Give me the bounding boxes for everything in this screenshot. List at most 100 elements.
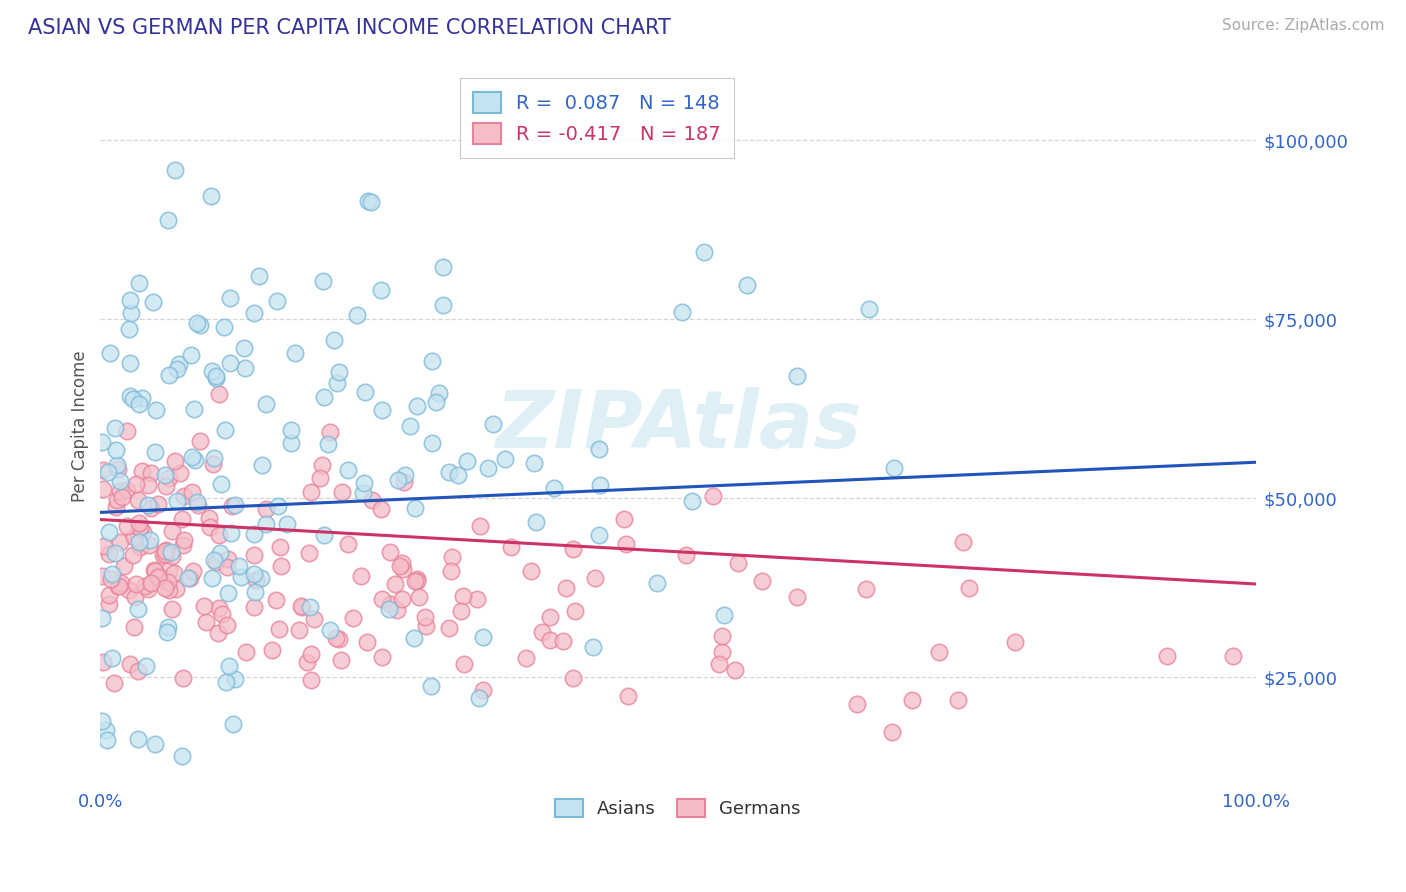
- Point: [187, 498, 209, 512]
- Point: [221, 499, 243, 513]
- Point: [222, 717, 245, 731]
- Point: [115, 424, 138, 438]
- Point: [786, 369, 808, 384]
- Point: [221, 526, 243, 541]
- Point: [319, 623, 342, 637]
- Point: [91, 714, 114, 728]
- Point: [127, 664, 149, 678]
- Point: [129, 521, 152, 535]
- Point: [751, 574, 773, 588]
- Point: [588, 442, 610, 456]
- Point: [120, 389, 142, 403]
- Point: [155, 468, 177, 483]
- Point: [481, 417, 503, 432]
- Point: [217, 585, 239, 599]
- Point: [202, 458, 225, 472]
- Point: [613, 512, 636, 526]
- Point: [170, 749, 193, 764]
- Point: [378, 597, 401, 611]
- Point: [378, 601, 401, 615]
- Point: [370, 592, 392, 607]
- Point: [115, 519, 138, 533]
- Point: [228, 559, 250, 574]
- Point: [356, 634, 378, 648]
- Point: [94, 723, 117, 738]
- Point: [128, 397, 150, 411]
- Point: [538, 610, 561, 624]
- Point: [145, 403, 167, 417]
- Point: [247, 268, 270, 283]
- Point: [184, 453, 207, 467]
- Point: [645, 575, 668, 590]
- Point: [157, 471, 180, 485]
- Point: [583, 571, 606, 585]
- Point: [713, 607, 735, 622]
- Point: [928, 645, 950, 659]
- Point: [427, 386, 450, 401]
- Point: [520, 564, 543, 578]
- Point: [110, 474, 132, 488]
- Point: [127, 493, 149, 508]
- Point: [153, 547, 176, 561]
- Point: [122, 620, 145, 634]
- Point: [311, 458, 333, 473]
- Point: [267, 499, 290, 513]
- Point: [125, 577, 148, 591]
- Point: [710, 629, 733, 643]
- Point: [136, 477, 159, 491]
- Point: [616, 537, 638, 551]
- Point: [160, 524, 183, 538]
- Point: [107, 493, 129, 508]
- Point: [323, 333, 346, 347]
- Point: [148, 570, 170, 584]
- Point: [1222, 648, 1244, 663]
- Point: [98, 524, 121, 539]
- Point: [118, 293, 141, 308]
- Point: [252, 458, 274, 472]
- Point: [858, 301, 880, 316]
- Point: [173, 489, 195, 503]
- Point: [108, 579, 131, 593]
- Point: [287, 624, 309, 638]
- Point: [437, 465, 460, 479]
- Point: [212, 319, 235, 334]
- Point: [98, 547, 121, 561]
- Point: [183, 401, 205, 416]
- Point: [254, 397, 277, 411]
- Point: [391, 562, 413, 576]
- Point: [360, 194, 382, 209]
- Point: [90, 568, 112, 582]
- Point: [129, 540, 152, 554]
- Point: [439, 621, 461, 635]
- Point: [111, 490, 134, 504]
- Point: [139, 533, 162, 547]
- Point: [394, 468, 416, 483]
- Point: [353, 384, 375, 399]
- Point: [256, 502, 278, 516]
- Point: [103, 421, 125, 435]
- Point: [207, 626, 229, 640]
- Point: [453, 657, 475, 672]
- Point: [131, 392, 153, 406]
- Point: [499, 540, 522, 554]
- Point: [329, 652, 352, 666]
- Point: [260, 643, 283, 657]
- Point: [243, 600, 266, 615]
- Point: [554, 581, 576, 595]
- Point: [737, 278, 759, 293]
- Point: [118, 582, 141, 597]
- Point: [946, 692, 969, 706]
- Point: [447, 467, 470, 482]
- Point: [173, 533, 195, 547]
- Point: [531, 624, 554, 639]
- Point: [378, 545, 401, 559]
- Point: [299, 673, 322, 688]
- Point: [515, 651, 537, 665]
- Point: [200, 189, 222, 203]
- Point: [163, 162, 186, 177]
- Point: [952, 534, 974, 549]
- Point: [186, 495, 208, 509]
- Point: [1004, 635, 1026, 649]
- Point: [384, 576, 406, 591]
- Point: [524, 515, 547, 529]
